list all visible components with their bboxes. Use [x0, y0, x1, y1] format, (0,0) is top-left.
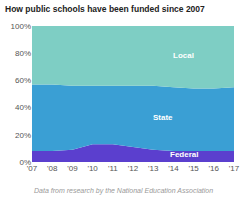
svg-text:60%: 60% [15, 76, 31, 85]
svg-text:80%: 80% [15, 49, 31, 58]
svg-text:'07: '07 [27, 164, 38, 173]
svg-text:'09: '09 [67, 164, 78, 173]
svg-text:0%: 0% [19, 158, 31, 167]
svg-text:'15: '15 [188, 164, 199, 173]
svg-text:'13: '13 [148, 164, 159, 173]
svg-text:'11: '11 [108, 164, 118, 173]
svg-text:Local: Local [173, 51, 194, 60]
svg-text:State: State [153, 113, 173, 122]
svg-text:100%: 100% [11, 22, 31, 31]
svg-text:'16: '16 [209, 164, 220, 173]
svg-text:Data from research by the Nati: Data from research by the National Educa… [34, 187, 213, 195]
svg-text:'17: '17 [229, 164, 240, 173]
svg-text:Federal: Federal [170, 150, 198, 159]
svg-text:'14: '14 [168, 164, 179, 173]
svg-text:How public schools have been f: How public schools have been funded sinc… [5, 4, 205, 14]
svg-text:'10: '10 [87, 164, 98, 173]
svg-text:'12: '12 [128, 164, 139, 173]
svg-text:'08: '08 [47, 164, 58, 173]
svg-text:20%: 20% [15, 131, 31, 140]
svg-text:40%: 40% [15, 103, 31, 112]
